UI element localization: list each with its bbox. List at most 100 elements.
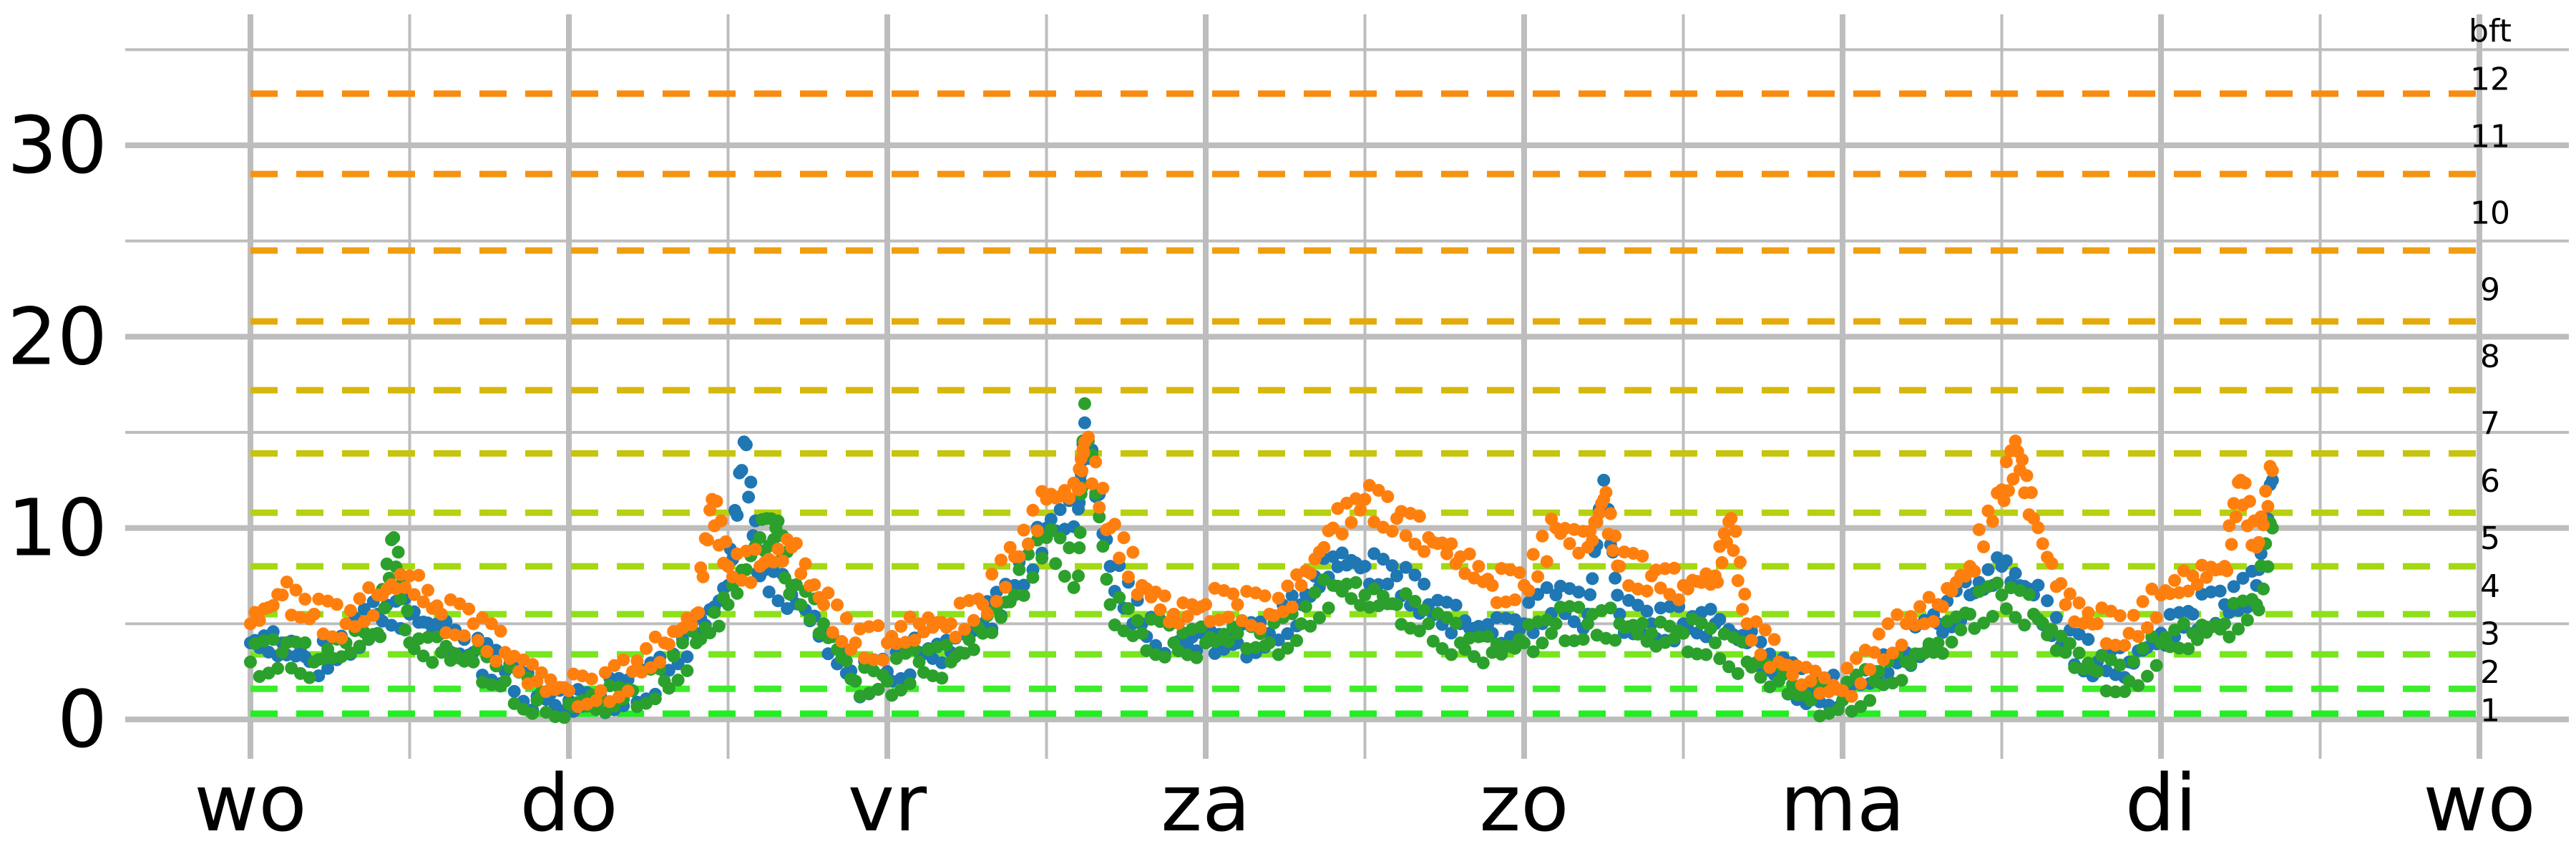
data-point	[2118, 685, 2132, 699]
data-point	[945, 617, 957, 631]
data-point	[967, 613, 980, 627]
data-point	[1093, 510, 1106, 524]
x-tick-label: wo	[2423, 757, 2535, 849]
data-point	[1767, 633, 1781, 646]
data-point	[2022, 588, 2036, 601]
data-point	[1904, 658, 1918, 671]
data-point	[621, 684, 635, 698]
beaufort-label: 8	[2480, 339, 2500, 375]
data-point	[1895, 674, 1908, 687]
data-point	[2265, 473, 2279, 487]
data-point	[308, 607, 321, 621]
data-point	[2031, 521, 2045, 535]
data-point	[2218, 617, 2231, 631]
x-tick-label: di	[2125, 757, 2197, 849]
data-point	[648, 630, 662, 644]
data-point	[471, 634, 484, 647]
data-point	[357, 603, 371, 616]
data-point	[1713, 613, 1727, 626]
data-point	[1863, 663, 1877, 676]
data-point	[2220, 564, 2234, 578]
data-point	[1977, 616, 1991, 630]
data-point	[839, 654, 853, 668]
data-point	[1713, 652, 1727, 666]
data-point	[1922, 591, 1936, 604]
data-point	[598, 706, 612, 719]
data-point	[401, 604, 414, 618]
data-point	[1385, 525, 1399, 538]
data-point	[1727, 544, 1740, 558]
data-point	[1750, 615, 1763, 629]
data-point	[489, 654, 503, 668]
data-point	[1073, 482, 1087, 495]
data-point	[1599, 485, 1613, 499]
data-point	[849, 636, 862, 650]
data-point	[2223, 630, 2236, 644]
data-point	[1850, 651, 1863, 665]
data-point	[703, 626, 717, 640]
data-point	[1868, 646, 1881, 659]
data-point	[714, 514, 728, 528]
data-point	[2113, 658, 2127, 671]
data-point	[1640, 604, 1654, 618]
x-tick-label: wo	[194, 757, 306, 849]
data-point	[1226, 587, 1240, 601]
data-point	[739, 563, 753, 576]
data-point	[421, 583, 434, 597]
data-point	[2132, 679, 2145, 692]
data-point	[1304, 566, 1317, 580]
data-point	[1073, 525, 1087, 539]
data-point	[1584, 588, 1597, 601]
data-point	[1181, 610, 1194, 623]
grid	[125, 14, 2569, 759]
data-point	[412, 568, 426, 582]
data-point	[1058, 570, 1071, 583]
data-point	[994, 611, 1008, 624]
data-point	[2127, 655, 2140, 669]
data-point	[2059, 598, 2072, 611]
data-point	[266, 633, 280, 646]
data-point	[303, 671, 316, 684]
data-point	[675, 636, 689, 650]
data-point	[1881, 617, 1895, 631]
y-tick-label: 20	[7, 291, 107, 382]
data-point	[1677, 626, 1690, 640]
data-point	[731, 586, 744, 600]
data-point	[1731, 666, 1745, 680]
data-point	[1190, 651, 1204, 664]
data-point	[1131, 613, 1144, 627]
data-point	[1567, 615, 1581, 629]
data-point	[1954, 623, 1968, 636]
data-point	[280, 576, 293, 589]
data-point	[2136, 641, 2150, 655]
data-point	[1272, 648, 1285, 661]
data-point	[999, 581, 1013, 594]
data-point	[1285, 589, 1299, 603]
data-point	[735, 464, 748, 477]
data-point	[2257, 582, 2270, 596]
data-point	[1081, 430, 1095, 444]
data-point	[476, 611, 489, 624]
data-point	[1972, 523, 1986, 536]
data-point	[2229, 510, 2243, 523]
data-point	[1854, 700, 1868, 714]
data-point	[2252, 535, 2265, 549]
data-point	[776, 554, 789, 568]
data-point	[275, 646, 289, 659]
data-point	[903, 610, 917, 623]
data-point	[1609, 634, 1622, 647]
data-point	[1308, 586, 1322, 599]
data-point	[1390, 598, 1403, 611]
data-point	[2031, 578, 2045, 592]
data-point	[387, 531, 401, 545]
data-point	[2041, 594, 2054, 608]
data-point	[353, 592, 366, 606]
data-point	[1449, 598, 1463, 612]
data-point	[544, 673, 557, 686]
data-point	[2009, 435, 2022, 448]
data-point	[507, 684, 521, 698]
data-point	[1335, 527, 1349, 540]
data-point	[2259, 485, 2273, 498]
data-point	[962, 633, 976, 646]
data-point	[1117, 531, 1131, 545]
